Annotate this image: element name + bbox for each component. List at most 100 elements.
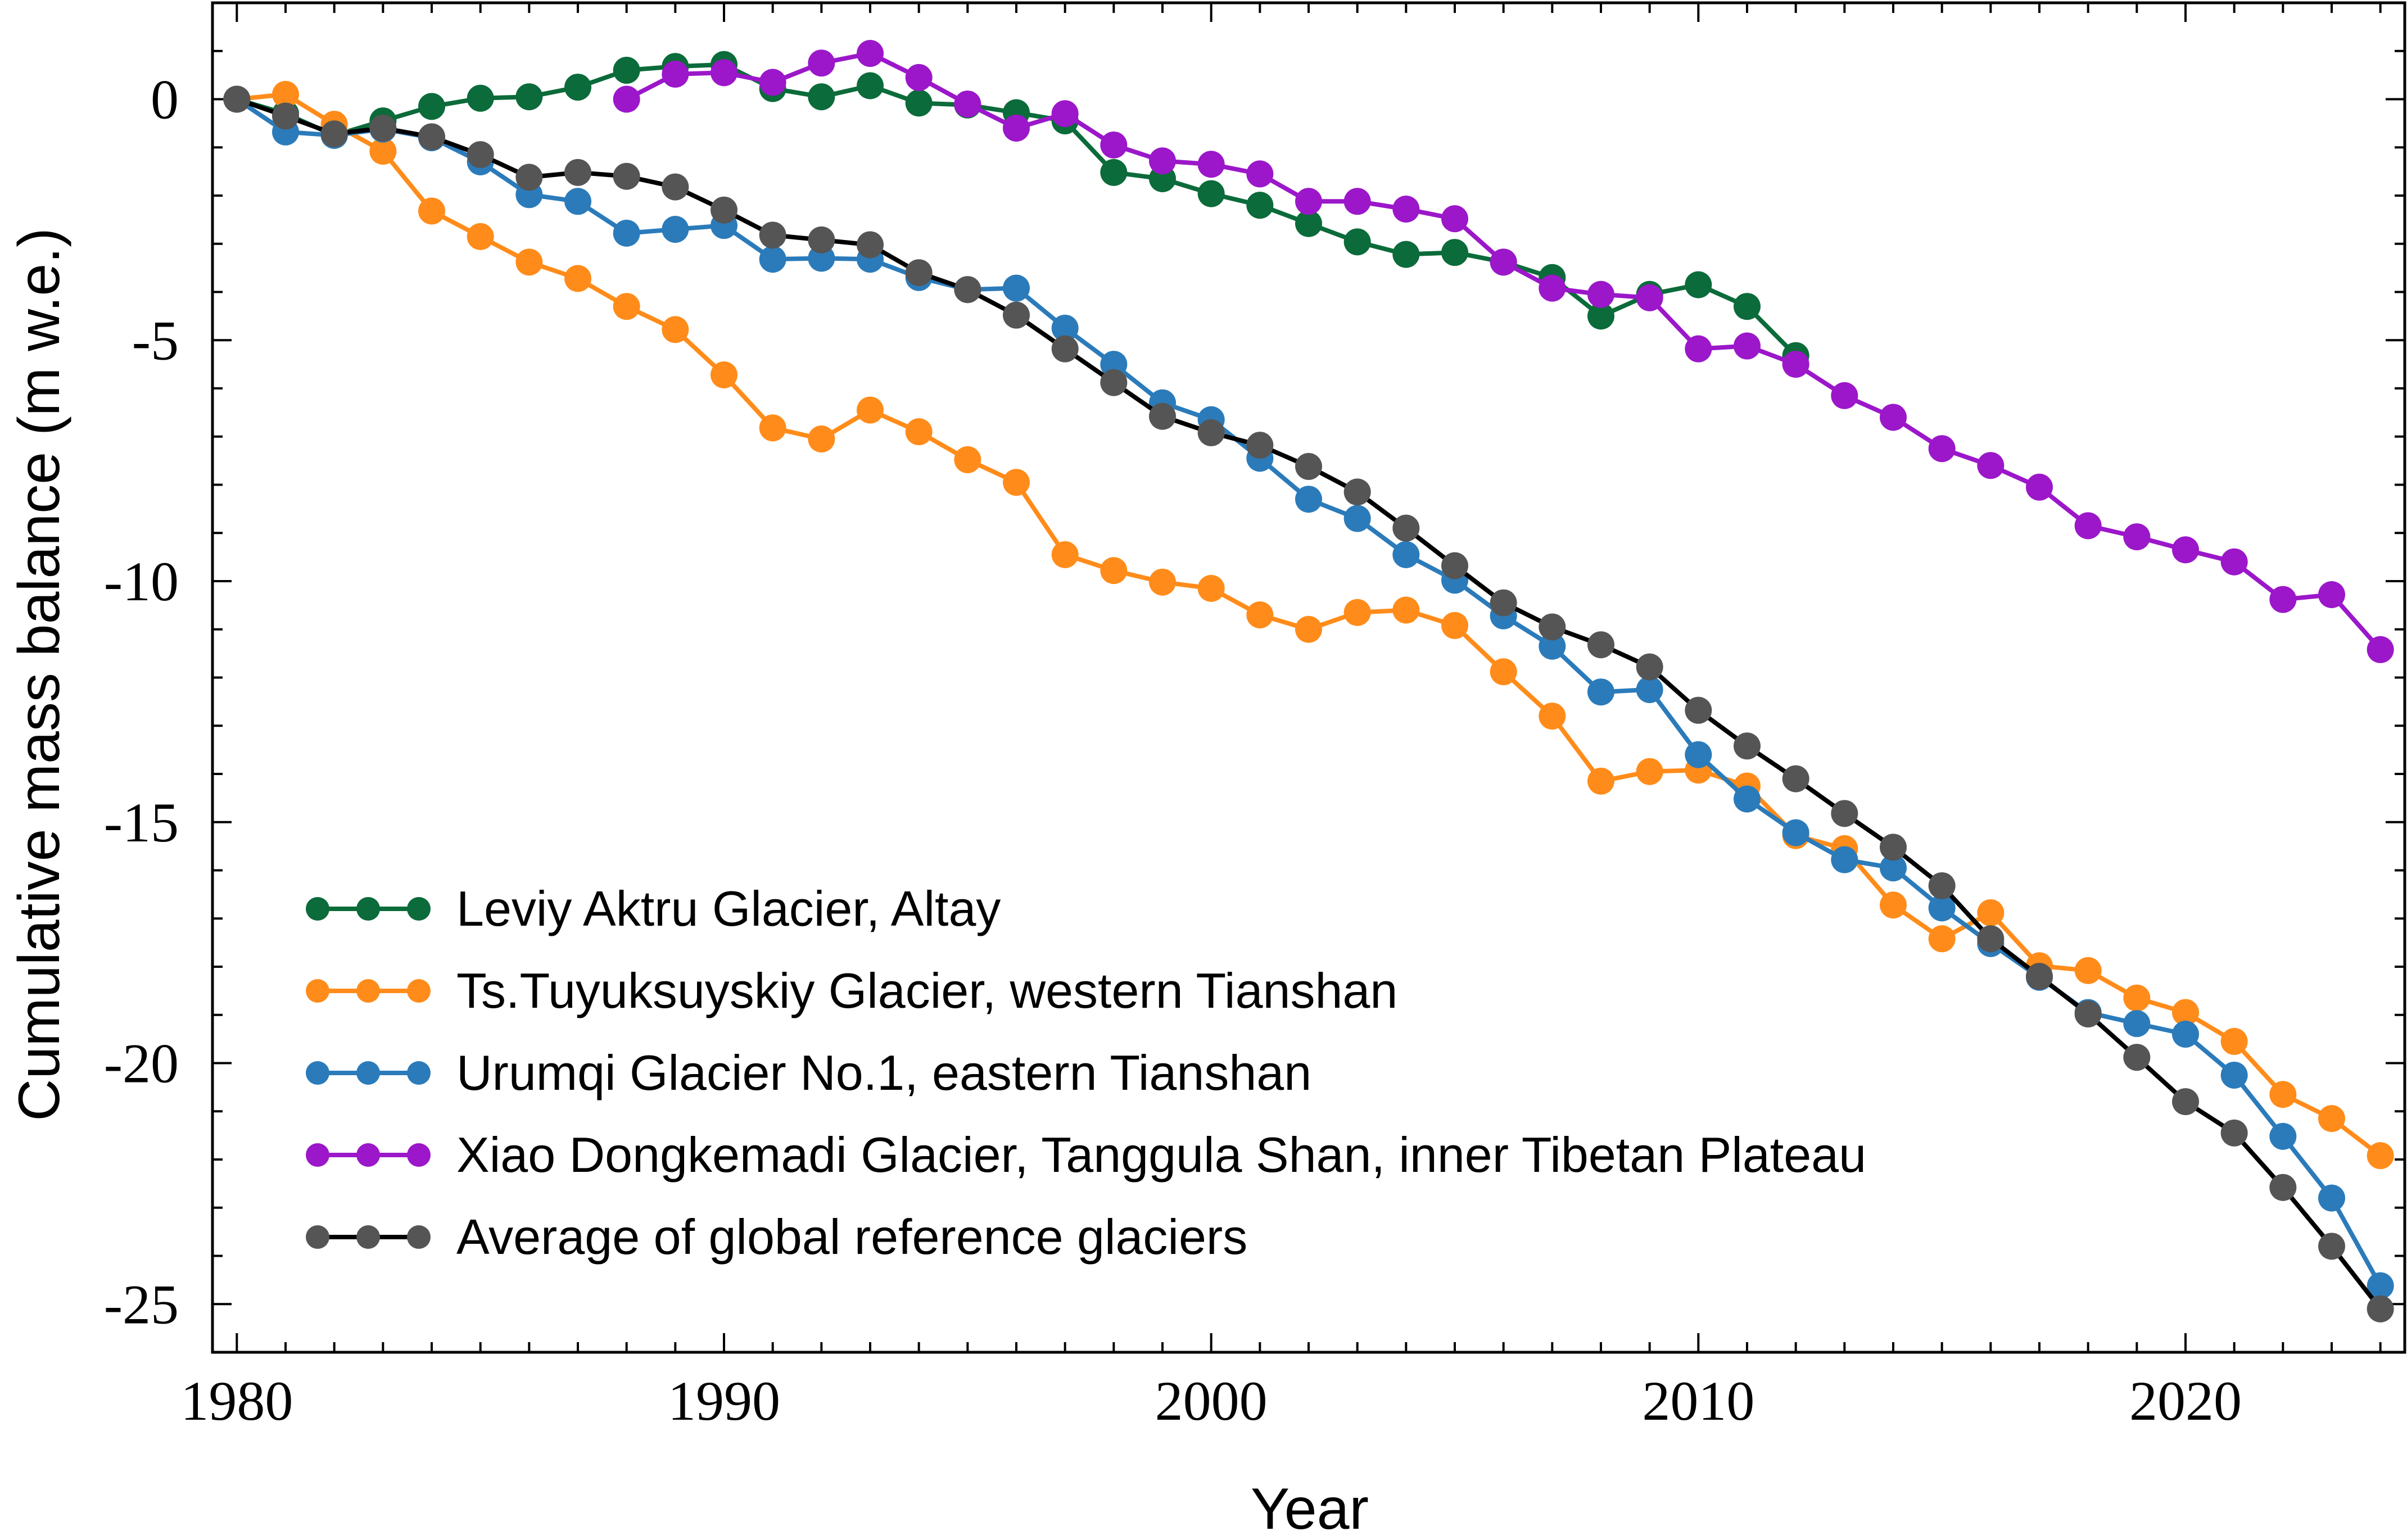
y-tick-label: 0 — [151, 69, 179, 131]
data-point — [1880, 891, 1907, 919]
data-point — [905, 418, 933, 446]
data-point — [2318, 1184, 2345, 1212]
legend-label: Urumqi Glacier No.1, eastern Tianshan — [456, 1045, 1311, 1100]
data-point — [662, 173, 689, 201]
data-point — [1197, 151, 1225, 178]
legend-marker — [306, 1143, 329, 1167]
data-point — [1636, 676, 1663, 703]
data-point — [1928, 925, 1956, 953]
data-point — [711, 59, 738, 87]
data-point — [418, 197, 445, 225]
data-point — [1782, 765, 1809, 792]
data-point — [2026, 473, 2053, 501]
data-point — [2220, 548, 2248, 576]
legend-item: Ts.Tuyuksuyskiy Glacier, western Tiansha… — [306, 963, 1397, 1018]
data-point — [1051, 335, 1079, 363]
data-point — [613, 293, 640, 320]
data-point — [1441, 612, 1468, 639]
x-tick-label: 1980 — [180, 1370, 293, 1432]
data-point — [808, 226, 835, 253]
data-point — [1100, 369, 1128, 396]
data-point — [1977, 899, 2005, 926]
data-point — [2123, 1044, 2151, 1071]
data-point — [857, 40, 884, 67]
data-point — [418, 123, 445, 151]
series-2 — [223, 80, 2394, 1170]
y-axis: 0 -5 -10 -15 -20 -25 — [104, 2, 2405, 1353]
data-point — [1734, 732, 1761, 760]
data-point — [1587, 280, 1614, 308]
legend-marker — [356, 979, 380, 1003]
data-point — [467, 84, 494, 112]
legend-marker — [306, 1061, 329, 1085]
data-point — [1392, 241, 1420, 268]
data-point — [662, 216, 689, 243]
data-point — [711, 361, 738, 388]
x-axis: 1980 1990 2000 2010 2020 — [180, 3, 2382, 1432]
data-point — [613, 219, 640, 247]
legend-item: Urumqi Glacier No.1, eastern Tianshan — [306, 1045, 1311, 1100]
data-point — [808, 49, 835, 77]
data-point — [564, 158, 591, 186]
data-point — [1392, 541, 1420, 568]
data-point — [1295, 615, 1322, 643]
data-point — [320, 120, 348, 148]
data-point — [2269, 586, 2297, 613]
data-point — [564, 265, 591, 292]
series-1 — [223, 51, 1809, 369]
y-tick-label: -15 — [104, 791, 179, 854]
legend-marker — [356, 1225, 380, 1249]
data-point — [515, 83, 543, 111]
data-point — [1490, 658, 1517, 686]
data-point — [272, 102, 299, 130]
data-point — [808, 425, 835, 453]
legend-item: Xiao Dongkemadi Glacier, Tanggula Shan, … — [306, 1127, 1866, 1183]
data-point — [1246, 432, 1274, 459]
series-5 — [223, 85, 2394, 1322]
data-point — [1831, 382, 1858, 409]
data-point — [2269, 1174, 2297, 1201]
data-point — [1734, 293, 1761, 320]
data-point — [2367, 636, 2394, 663]
data-point — [1246, 192, 1274, 219]
data-point — [711, 196, 738, 224]
data-point — [2318, 1233, 2345, 1260]
data-point — [1441, 552, 1468, 579]
data-point — [1880, 854, 1907, 882]
data-point — [2367, 1142, 2394, 1170]
data-point — [1392, 514, 1420, 542]
y-axis-title: Cumulative mass balance (m w.e.) — [7, 228, 72, 1121]
legend-label: Ts.Tuyuksuyskiy Glacier, western Tiansha… — [456, 963, 1397, 1018]
data-point — [1392, 196, 1420, 223]
data-point — [1295, 188, 1322, 215]
data-point — [1539, 613, 1566, 641]
data-point — [564, 74, 591, 101]
data-point — [1928, 435, 1956, 463]
data-point — [1295, 210, 1322, 237]
series-line — [625, 51, 2382, 651]
series-layer — [223, 40, 2394, 1322]
data-point — [1539, 274, 1566, 302]
series-4 — [613, 40, 2394, 663]
data-point — [515, 248, 543, 276]
data-point — [1003, 301, 1030, 329]
data-point — [1051, 100, 1079, 128]
data-point — [2318, 1105, 2345, 1133]
data-point — [2074, 1000, 2102, 1028]
legend-marker — [407, 1061, 431, 1085]
data-point — [1100, 131, 1128, 158]
data-point — [1197, 180, 1225, 207]
data-point — [857, 231, 884, 259]
data-point — [2318, 581, 2345, 609]
data-point — [2172, 1021, 2199, 1048]
data-point — [1636, 653, 1663, 681]
data-point — [759, 69, 786, 96]
data-point — [2172, 999, 2199, 1026]
data-point — [1100, 158, 1128, 186]
data-point — [1636, 284, 1663, 311]
data-point — [954, 276, 981, 304]
data-point — [1685, 696, 1712, 724]
data-point — [1246, 160, 1274, 188]
data-point — [954, 90, 981, 118]
